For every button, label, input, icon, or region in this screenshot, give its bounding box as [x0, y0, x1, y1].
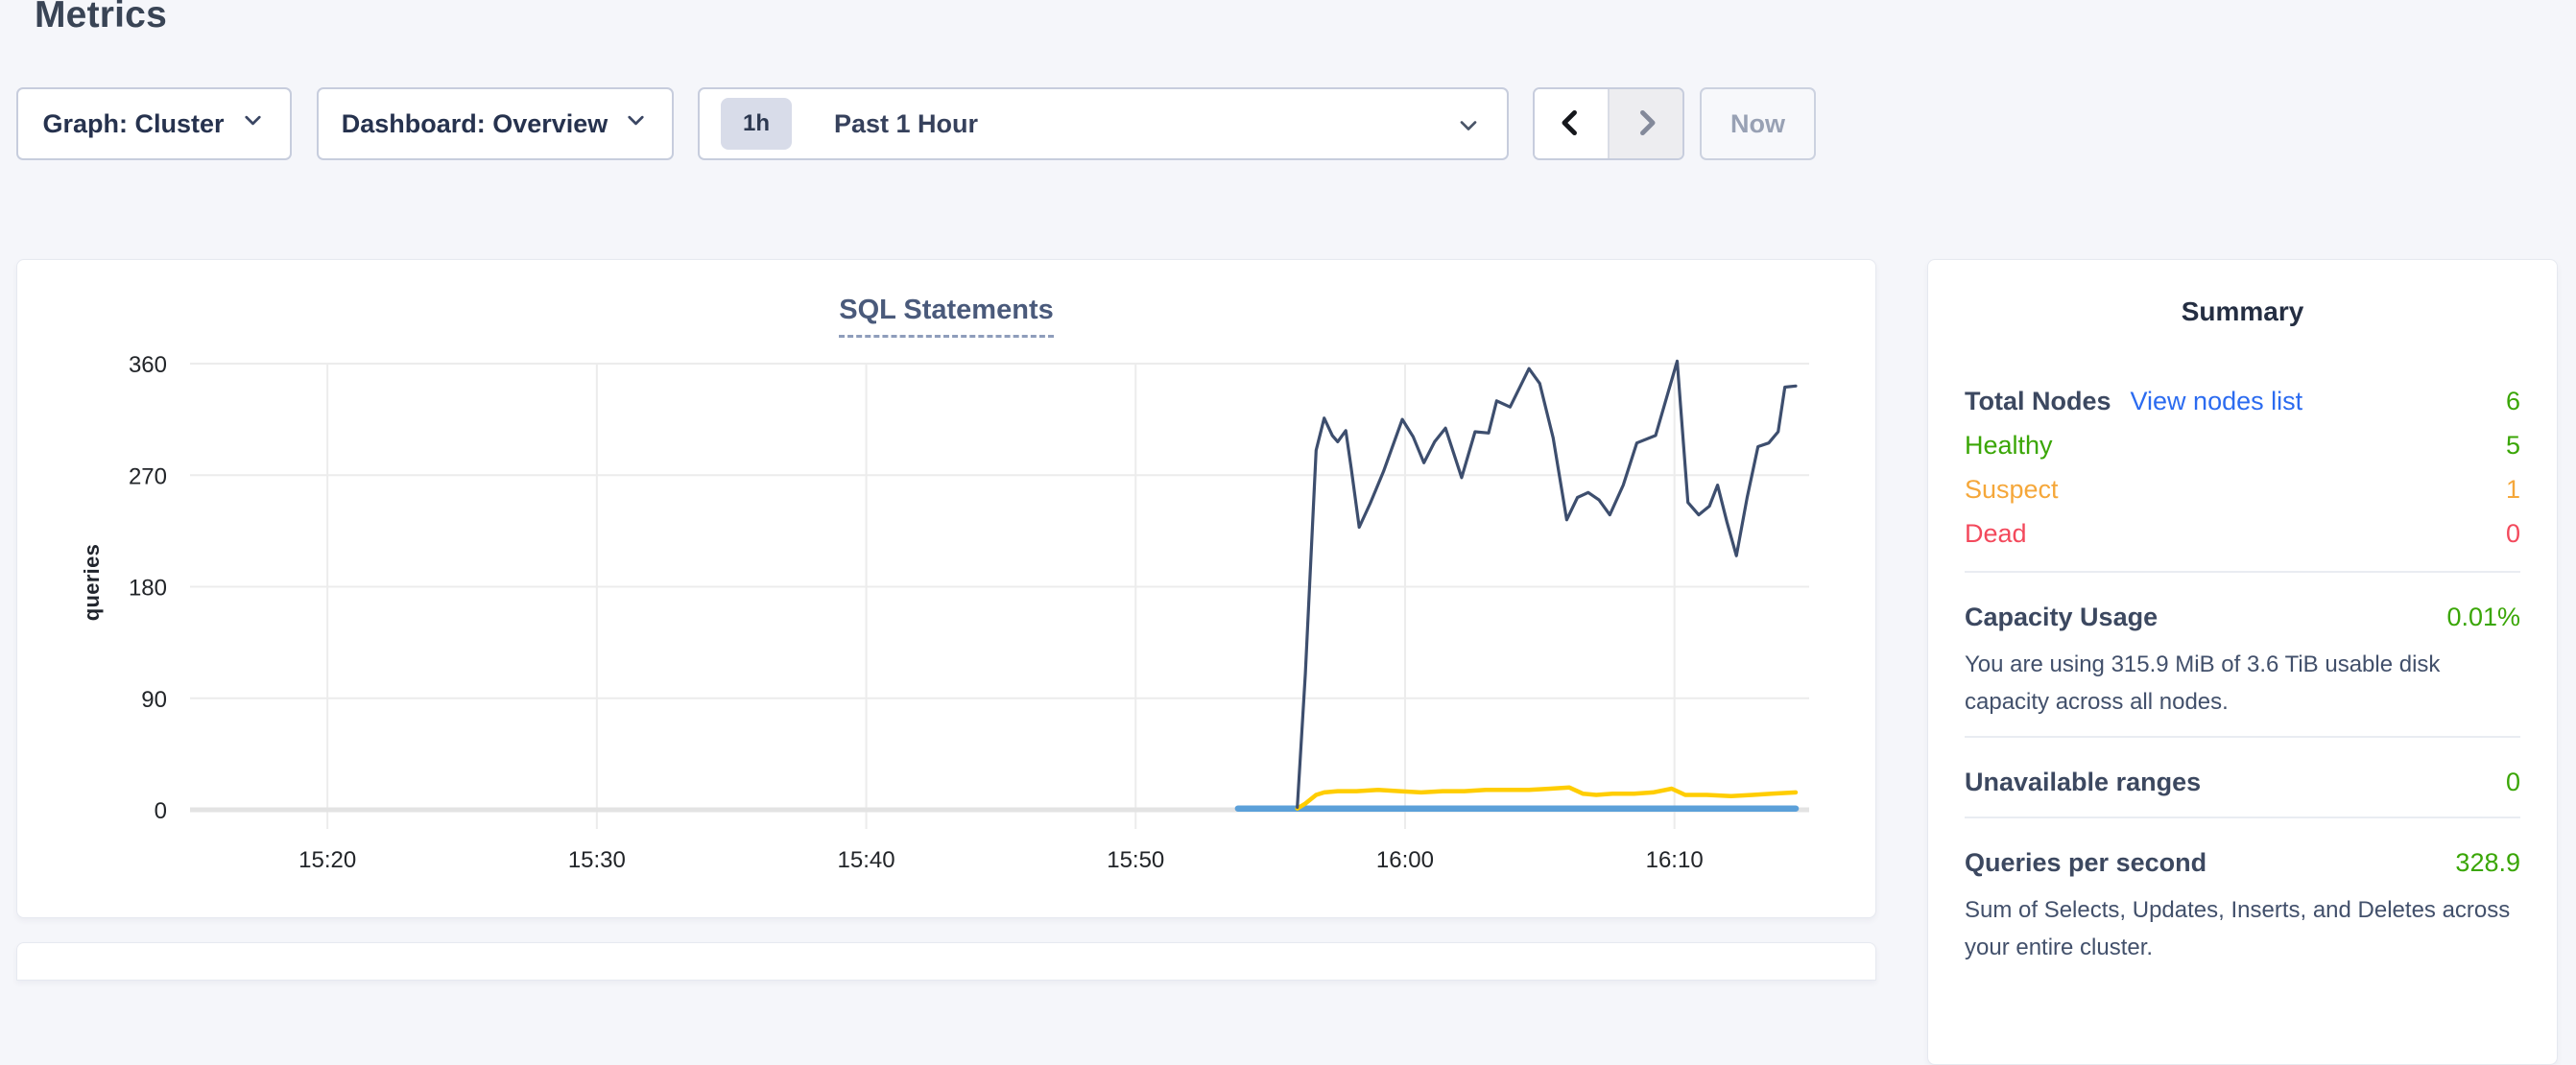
- unavailable-ranges-value: 0: [2505, 768, 2520, 796]
- x-tick-label: 16:00: [1376, 847, 1434, 873]
- chevron-right-icon: [1630, 106, 1662, 142]
- x-tick-label: 15:50: [1107, 847, 1164, 873]
- x-tick-label: 15:20: [298, 847, 356, 873]
- divider: [1965, 736, 2520, 738]
- queries-per-second-description: Sum of Selects, Updates, Inserts, and De…: [1965, 897, 2511, 960]
- total-nodes-value: 6: [2505, 386, 2520, 415]
- graph-dropdown[interactable]: Graph: Cluster: [16, 87, 292, 160]
- time-range-label: Past 1 Hour: [834, 108, 979, 138]
- queries-per-second-label: Queries per second: [1965, 848, 2207, 877]
- queries-per-second-value: 328.9: [2455, 848, 2520, 877]
- summary-panel: Summary Total Nodes View nodes list 6 He…: [1927, 259, 2558, 1065]
- unavailable-ranges-section: Unavailable ranges 0: [1965, 763, 2520, 801]
- total-nodes-label: Total Nodes: [1965, 386, 2111, 415]
- series-yellow-line: [1295, 785, 1799, 811]
- next-chart-card-partial: [16, 942, 1876, 981]
- dead-nodes-row: Dead 0: [1965, 511, 2520, 556]
- healthy-label: Healthy: [1965, 430, 2053, 460]
- chart-title-wrap: SQL Statements: [17, 295, 1875, 338]
- suspect-value: 1: [2505, 474, 2520, 504]
- y-tick-label: 270: [129, 463, 167, 489]
- series-dark-blue-line: [1296, 359, 1798, 810]
- y-tick-label: 360: [129, 352, 167, 378]
- capacity-usage-label: Capacity Usage: [1965, 603, 2159, 631]
- sql-statements-chart-card: SQL Statements queries 15:20 15:30 15:40 15…: [16, 259, 1876, 918]
- unavailable-ranges-label: Unavailable ranges: [1965, 768, 2202, 796]
- time-range-badge: 1h: [721, 98, 792, 150]
- queries-per-second-section: Queries per second 328.9 Sum of Selects,…: [1965, 843, 2520, 966]
- divider: [1965, 571, 2520, 573]
- now-button[interactable]: Now: [1700, 87, 1816, 160]
- healthy-value: 5: [2505, 430, 2520, 460]
- time-range-selector[interactable]: 1h Past 1 Hour: [698, 87, 1509, 160]
- dead-label: Dead: [1965, 518, 2027, 548]
- healthy-nodes-row: Healthy 5: [1965, 423, 2520, 467]
- suspect-nodes-row: Suspect 1: [1965, 467, 2520, 511]
- graph-dropdown-label: Graph: Cluster: [42, 108, 225, 138]
- x-tick-label: 15:40: [838, 847, 895, 873]
- chevron-down-icon: [623, 107, 649, 140]
- chevron-down-icon: [240, 107, 266, 140]
- divider: [1965, 816, 2520, 818]
- dashboard-dropdown[interactable]: Dashboard: Overview: [317, 87, 674, 160]
- suspect-label: Suspect: [1965, 474, 2059, 504]
- summary-title: Summary: [2181, 296, 2304, 326]
- chevron-down-icon: [1455, 112, 1482, 146]
- y-tick-label: 90: [141, 687, 167, 713]
- page-title: Metrics: [35, 0, 167, 36]
- chevron-left-icon: [1555, 106, 1587, 142]
- dead-value: 0: [2505, 518, 2520, 548]
- capacity-usage-value: 0.01%: [2446, 603, 2520, 631]
- total-nodes-row: Total Nodes View nodes list 6: [1965, 379, 2520, 423]
- node-status-rows: Total Nodes View nodes list 6 Healthy 5 …: [1965, 379, 2520, 556]
- y-tick-label: 180: [129, 576, 167, 602]
- view-nodes-list-link[interactable]: View nodes list: [2130, 386, 2303, 415]
- time-step-button-group: [1533, 87, 1684, 160]
- sql-statements-chart: 15:20 15:30 15:40 15:50 16:00 16:10 0 90 180 270 3…: [129, 352, 1809, 873]
- capacity-usage-section: Capacity Usage 0.01% You are using 315.9…: [1965, 598, 2520, 721]
- chart-title[interactable]: SQL Statements: [839, 295, 1054, 338]
- x-tick-label: 16:10: [1646, 847, 1704, 873]
- previous-time-window-button[interactable]: [1535, 89, 1608, 158]
- x-tick-label: 15:30: [568, 847, 626, 873]
- next-time-window-button[interactable]: [1608, 89, 1682, 158]
- dashboard-dropdown-label: Dashboard: Overview: [341, 108, 608, 138]
- y-tick-label: 0: [155, 798, 167, 824]
- capacity-usage-description: You are using 315.9 MiB of 3.6 TiB usabl…: [1965, 651, 2441, 715]
